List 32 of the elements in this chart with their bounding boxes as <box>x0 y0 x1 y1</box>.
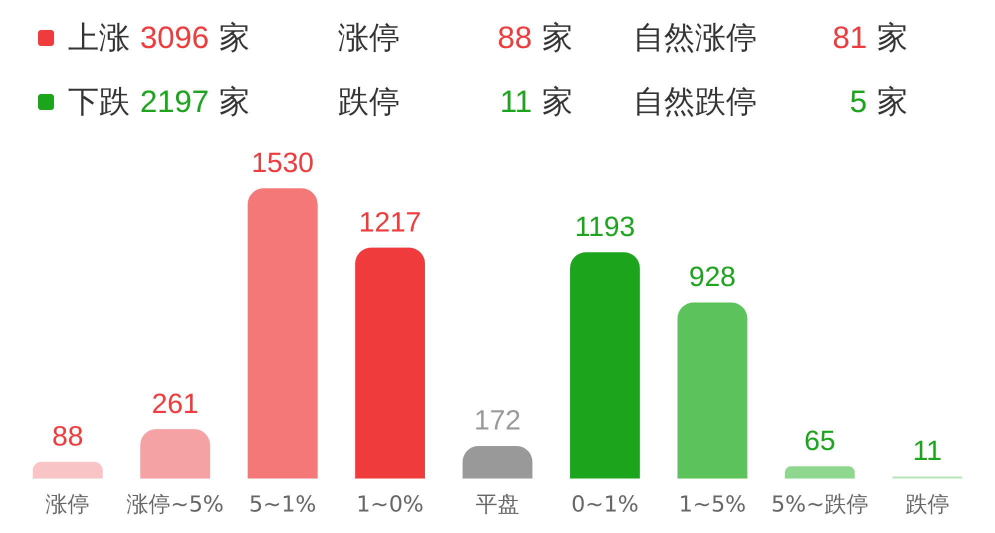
data-label: 65 <box>804 424 836 456</box>
data-label: 88 <box>52 420 84 452</box>
bar <box>248 188 318 479</box>
data-label: 11 <box>912 435 942 466</box>
x-tick-label: 5%~跌停 <box>771 492 869 518</box>
x-tick-label: 平盘 <box>476 492 520 518</box>
bar <box>32 462 103 479</box>
x-tick-label: 涨停~5% <box>126 492 224 518</box>
data-label: 1217 <box>358 206 422 238</box>
x-tick-label: 跌停 <box>905 492 950 518</box>
text: 跌停 11 家 <box>338 84 573 120</box>
bar <box>355 248 425 479</box>
x-tick-label: 5~1% <box>248 492 316 518</box>
data-label: 172 <box>474 404 521 436</box>
data-label: 928 <box>689 261 736 292</box>
text: 下跌 2197 家 <box>68 83 250 122</box>
x-tick-label: 涨停 <box>46 492 90 518</box>
x-tick-label: 1~5% <box>678 492 746 518</box>
data-label: 1193 <box>574 210 636 242</box>
x-tick-label: 1~0% <box>356 492 424 518</box>
x-tick-label: 0~1% <box>571 492 639 518</box>
bar <box>140 429 210 479</box>
bar <box>784 466 855 479</box>
bar <box>677 302 748 479</box>
text: 自然涨停 81 家 <box>633 20 908 56</box>
text: 涨停 88 家 <box>338 20 573 56</box>
data-label: 261 <box>152 388 199 419</box>
data-label: 1530 <box>251 147 314 178</box>
text: 上涨 3096 家 <box>68 19 250 58</box>
bar <box>462 446 532 479</box>
bar <box>570 252 640 479</box>
text: 自然跌停 5 家 <box>633 84 908 120</box>
